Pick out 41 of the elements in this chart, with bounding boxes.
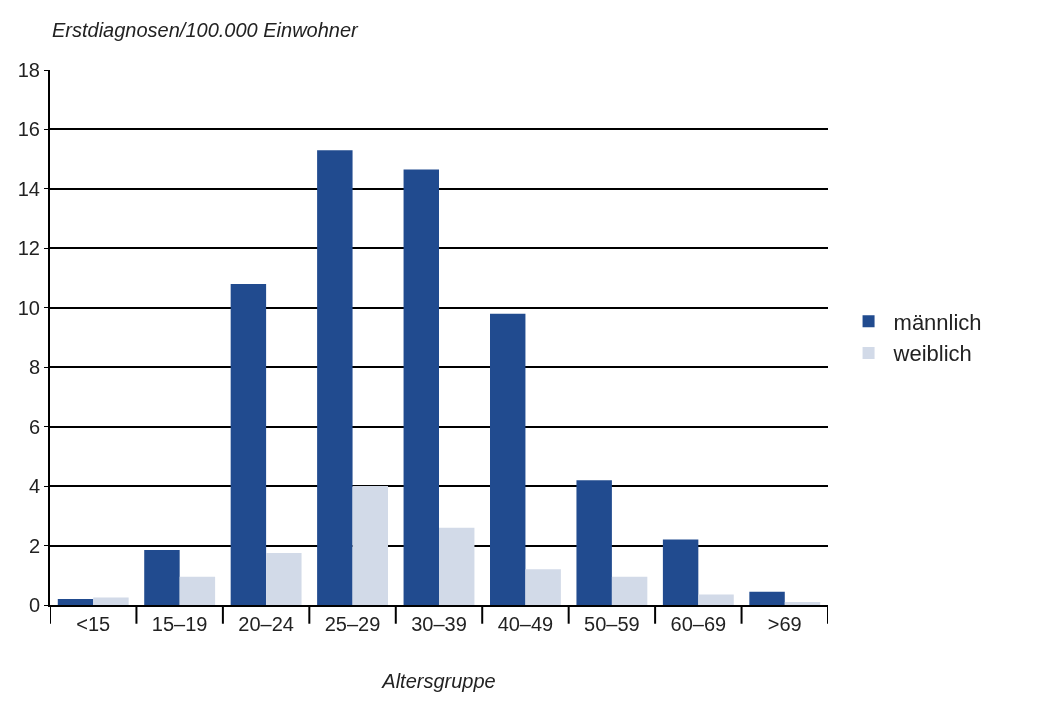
bar: [266, 552, 302, 605]
x-tick-label: <15: [76, 613, 111, 635]
y-tick-label: 0: [28, 594, 40, 616]
bar: [317, 150, 353, 605]
bar: [57, 599, 94, 605]
legend-label: weiblich: [892, 341, 972, 367]
x-tick-label: 40–49: [497, 613, 554, 635]
bar: [144, 550, 180, 605]
y-tick-label: 14: [17, 177, 40, 200]
bar: [749, 591, 785, 605]
bar: [576, 480, 612, 605]
bar: [611, 576, 648, 605]
y-tick-label: 12: [17, 237, 40, 260]
bar: [403, 169, 439, 605]
bar: [439, 527, 475, 605]
bar: [93, 597, 129, 605]
y-tick-label: 10: [17, 296, 40, 319]
bar: [784, 602, 821, 605]
bar: [179, 576, 216, 605]
bar: [525, 569, 561, 605]
bar: [230, 284, 267, 605]
y-tick-label: 16: [17, 118, 40, 141]
bar: [662, 539, 699, 605]
y-tick-label: 6: [28, 415, 40, 438]
y-tick-label: 8: [28, 356, 40, 379]
x-tick-label: 30–39: [411, 613, 467, 635]
y-tick-label: 18: [17, 59, 40, 81]
bar: [490, 313, 526, 605]
x-axis-title: Altersgruppe: [381, 670, 496, 692]
bar: [352, 486, 388, 605]
x-tick-label: 25–29: [324, 613, 381, 635]
y-tick-label: 4: [28, 475, 40, 498]
x-tick-label: 20–24: [238, 613, 294, 635]
y-axis-title: Erstdiagnosen/100.000 Einwohner: [52, 19, 360, 41]
legend-label: männlich: [893, 309, 982, 335]
x-tick-label: 60–69: [670, 613, 727, 635]
bar: [698, 594, 734, 605]
x-tick-label: >69: [767, 613, 802, 635]
x-tick-label: 15–19: [151, 613, 208, 635]
y-tick-label: 2: [28, 534, 40, 557]
x-tick-label: 50–59: [584, 613, 640, 635]
